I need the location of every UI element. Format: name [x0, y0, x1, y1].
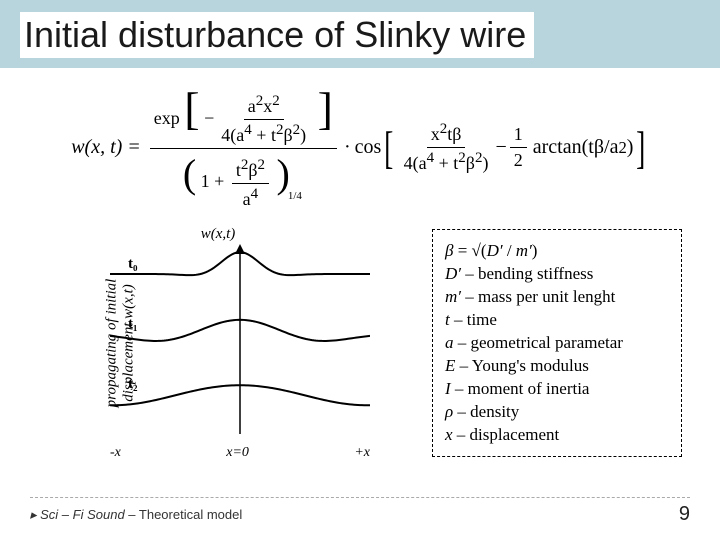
eq-exp: exp [154, 108, 180, 128]
x-tick-pos: +x [354, 445, 370, 461]
eq-half: 1 2 [510, 124, 527, 171]
chart-x-ticks: -x x=0 +x [110, 445, 370, 461]
footer: ▸ Sci – Fi Sound – Theoretical model 9 [0, 503, 720, 526]
eq-cos-fraction: x2tβ 4(a4 + t2β2) [400, 121, 493, 174]
footer-divider [30, 497, 690, 498]
page-number: 9 [679, 503, 690, 526]
chart-top-label: w(x,t) [201, 226, 236, 243]
eq-dot: · [344, 136, 351, 159]
breadcrumb: ▸ Sci – Fi Sound – Theoretical model [30, 507, 242, 523]
legend-row: ρ – density [445, 401, 669, 424]
page-title: Initial disturbance of Slinky wire [20, 12, 534, 58]
legend-row: I – moment of inertia [445, 378, 669, 401]
title-bar: Initial disturbance of Slinky wire [0, 0, 720, 68]
legend-row: D′ – bending stiffness [445, 263, 669, 286]
legend-box: β = √(D′ / m′)D′ – bending stiffnessm′ –… [432, 229, 682, 457]
legend-row: x – displacement [445, 424, 669, 447]
x-tick-zero: x=0 [226, 445, 249, 461]
eq-arctan: arctan( [533, 136, 589, 159]
eq-cos: cos [355, 136, 382, 159]
time-label: t₂ [128, 376, 138, 392]
main-equation: w(x, t) = exp [ − a2x2 4(a4 + t2β2) ] ( … [0, 86, 720, 210]
legend-row: a – geometrical parametar [445, 332, 669, 355]
time-label: t₁ [128, 316, 138, 332]
legend-row: t – time [445, 309, 669, 332]
wave-chart: w(x,t) propagating of initial displaceme… [38, 226, 398, 461]
legend-row: E – Young's modulus [445, 355, 669, 378]
content-row: w(x,t) propagating of initial displaceme… [0, 220, 720, 461]
chart-svg: t₀ t₁ t₂ [110, 244, 370, 439]
legend-row: β = √(D′ / m′) [445, 240, 669, 263]
x-tick-neg: -x [110, 445, 121, 461]
legend-row: m′ – mass per unit lenght [445, 286, 669, 309]
eq-lhs: w(x, t) = [71, 136, 141, 159]
eq-main-fraction: exp [ − a2x2 4(a4 + t2β2) ] ( 1 + t2 [150, 86, 337, 210]
time-label: t₀ [128, 256, 138, 272]
